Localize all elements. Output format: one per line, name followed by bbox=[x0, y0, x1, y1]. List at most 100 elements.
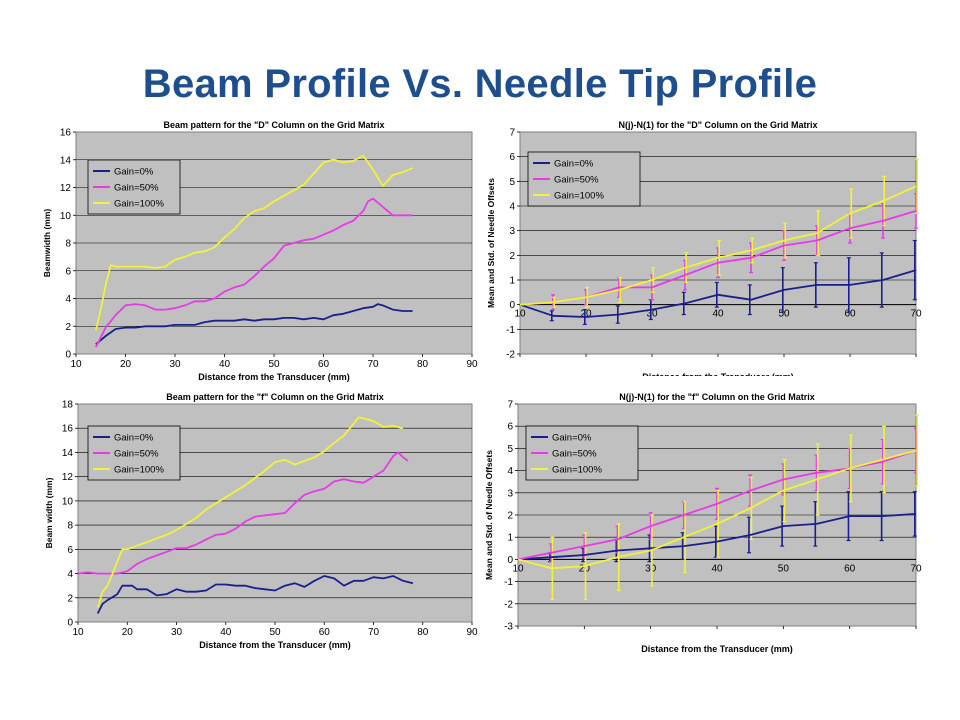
x-tick-label: 60 bbox=[319, 627, 331, 638]
y-tick-label: 4 bbox=[67, 569, 73, 580]
slide-title: Beam Profile Vs. Needle Tip Profile bbox=[142, 62, 818, 106]
x-tick-label: 30 bbox=[169, 359, 181, 370]
y-tick-label: 6 bbox=[509, 152, 515, 163]
y-tick-label: 2 bbox=[65, 322, 71, 333]
x-tick-label: 60 bbox=[844, 309, 856, 320]
x-axis-title: Distance from the Transducer (mm) bbox=[641, 644, 793, 654]
x-tick-label: 90 bbox=[466, 359, 478, 370]
series-line-gain-50 bbox=[77, 451, 409, 575]
series-line-gain-100 bbox=[519, 185, 917, 306]
x-tick-label: 30 bbox=[171, 627, 183, 638]
y-tick-label: 2 bbox=[509, 251, 515, 262]
legend-label: Gain=50% bbox=[114, 449, 159, 460]
y-tick-label: 6 bbox=[67, 545, 73, 556]
x-tick-label: 30 bbox=[646, 309, 658, 320]
x-tick-label: 60 bbox=[844, 563, 856, 574]
y-tick-label: 2 bbox=[67, 593, 73, 604]
x-tick-label: 70 bbox=[368, 627, 380, 638]
x-tick-label: 70 bbox=[910, 309, 922, 320]
y-tick-label: 16 bbox=[60, 128, 72, 139]
y-tick-label: 12 bbox=[62, 472, 74, 483]
y-tick-label: 4 bbox=[65, 294, 71, 305]
y-axis-title: Mean and Std. of Needle Offsets bbox=[486, 178, 496, 308]
y-tick-label: -1 bbox=[504, 577, 513, 588]
legend-label: Gain=100% bbox=[114, 199, 164, 210]
y-tick-label: 1 bbox=[509, 276, 515, 287]
x-tick-label: 20 bbox=[579, 563, 591, 574]
y-tick-label: -2 bbox=[506, 350, 515, 361]
x-tick-label: 10 bbox=[514, 309, 526, 320]
chart-offset-d: N(j)-N(1) for the "D" Column on the Grid… bbox=[486, 120, 922, 376]
chart-title: Beam pattern for the "f" Column on the G… bbox=[166, 392, 384, 402]
chart-panel-offset-f: N(j)-N(1) for the "f" Column on the Grid… bbox=[480, 386, 924, 660]
y-tick-label: 1 bbox=[507, 533, 513, 544]
x-tick-label: 80 bbox=[417, 359, 429, 370]
y-tick-label: 0 bbox=[507, 555, 513, 566]
legend-label: Gain=0% bbox=[114, 433, 154, 444]
series-line-gain-0 bbox=[96, 575, 414, 614]
legend-label: Gain=0% bbox=[552, 433, 592, 444]
legend-label: Gain=0% bbox=[554, 159, 594, 170]
chart-title: N(j)-N(1) for the "D" Column on the Grid… bbox=[618, 120, 817, 130]
x-tick-label: 10 bbox=[70, 359, 82, 370]
legend-label: Gain=50% bbox=[552, 449, 597, 460]
y-tick-label: 8 bbox=[67, 521, 73, 532]
chart-panel-beam-f: Beam pattern for the "f" Column on the G… bbox=[40, 386, 480, 660]
series-line-gain-100 bbox=[96, 416, 404, 608]
x-tick-label: 50 bbox=[269, 627, 281, 638]
y-tick-label: 12 bbox=[60, 183, 72, 194]
y-tick-label: 3 bbox=[509, 226, 515, 237]
x-tick-label: 50 bbox=[778, 309, 790, 320]
series-line-gain-100 bbox=[517, 449, 917, 570]
y-tick-label: 16 bbox=[62, 424, 74, 435]
x-tick-label: 20 bbox=[580, 309, 592, 320]
chart-panel-offset-d: N(j)-N(1) for the "D" Column on the Grid… bbox=[484, 118, 924, 376]
x-tick-label: 30 bbox=[645, 563, 657, 574]
x-tick-label: 90 bbox=[466, 627, 478, 638]
chart-panel-beam-d: Beam pattern for the "D" Column on the G… bbox=[36, 118, 480, 390]
y-tick-label: 0 bbox=[65, 350, 71, 361]
y-tick-label: -3 bbox=[504, 622, 513, 633]
legend-label: Gain=100% bbox=[554, 191, 604, 202]
y-axis-title: Mean and Std. of Needle Offsets bbox=[484, 450, 494, 580]
x-tick-label: 70 bbox=[367, 359, 379, 370]
chart-offset-f: N(j)-N(1) for the "f" Column on the Grid… bbox=[484, 392, 922, 654]
y-tick-label: -1 bbox=[506, 325, 515, 336]
y-tick-label: 14 bbox=[60, 155, 72, 166]
y-tick-label: 6 bbox=[507, 422, 513, 433]
y-tick-label: 10 bbox=[60, 211, 72, 222]
x-tick-label: 60 bbox=[318, 359, 330, 370]
chart-beam-d: Beam pattern for the "D" Column on the G… bbox=[42, 120, 478, 382]
x-axis-title: Distance from the Transducer (mm) bbox=[198, 372, 350, 382]
series-line-gain-0 bbox=[517, 513, 917, 561]
y-tick-label: 5 bbox=[509, 177, 515, 188]
x-tick-label: 10 bbox=[512, 563, 524, 574]
x-tick-label: 40 bbox=[711, 563, 723, 574]
chart-title: Beam pattern for the "D" Column on the G… bbox=[163, 120, 384, 130]
x-tick-label: 40 bbox=[712, 309, 724, 320]
x-tick-label: 20 bbox=[120, 359, 132, 370]
y-tick-label: 5 bbox=[507, 444, 513, 455]
y-tick-label: 3 bbox=[507, 488, 513, 499]
legend-label: Gain=100% bbox=[114, 465, 164, 476]
legend-label: Gain=100% bbox=[552, 465, 602, 476]
y-axis-title: Beamwidth (mm) bbox=[42, 209, 52, 278]
legend-label: Gain=0% bbox=[114, 167, 154, 178]
y-tick-label: 14 bbox=[62, 448, 74, 459]
series-line-gain-50 bbox=[94, 197, 413, 348]
y-tick-label: 10 bbox=[62, 496, 74, 507]
chart-title: N(j)-N(1) for the "f" Column on the Grid… bbox=[619, 392, 815, 402]
y-tick-label: 8 bbox=[65, 239, 71, 250]
x-tick-label: 40 bbox=[219, 359, 231, 370]
y-tick-label: 18 bbox=[62, 400, 74, 411]
y-tick-label: 0 bbox=[67, 618, 73, 629]
y-tick-label: 4 bbox=[507, 466, 513, 477]
y-tick-label: 7 bbox=[507, 400, 513, 411]
x-axis-title: Distance from the Transducer (mm) bbox=[642, 372, 794, 376]
x-tick-label: 20 bbox=[122, 627, 134, 638]
legend-label: Gain=50% bbox=[114, 183, 159, 194]
x-tick-label: 50 bbox=[268, 359, 280, 370]
y-tick-label: 0 bbox=[509, 300, 515, 311]
legend-label: Gain=50% bbox=[554, 175, 599, 186]
series-line-gain-0 bbox=[519, 269, 917, 318]
